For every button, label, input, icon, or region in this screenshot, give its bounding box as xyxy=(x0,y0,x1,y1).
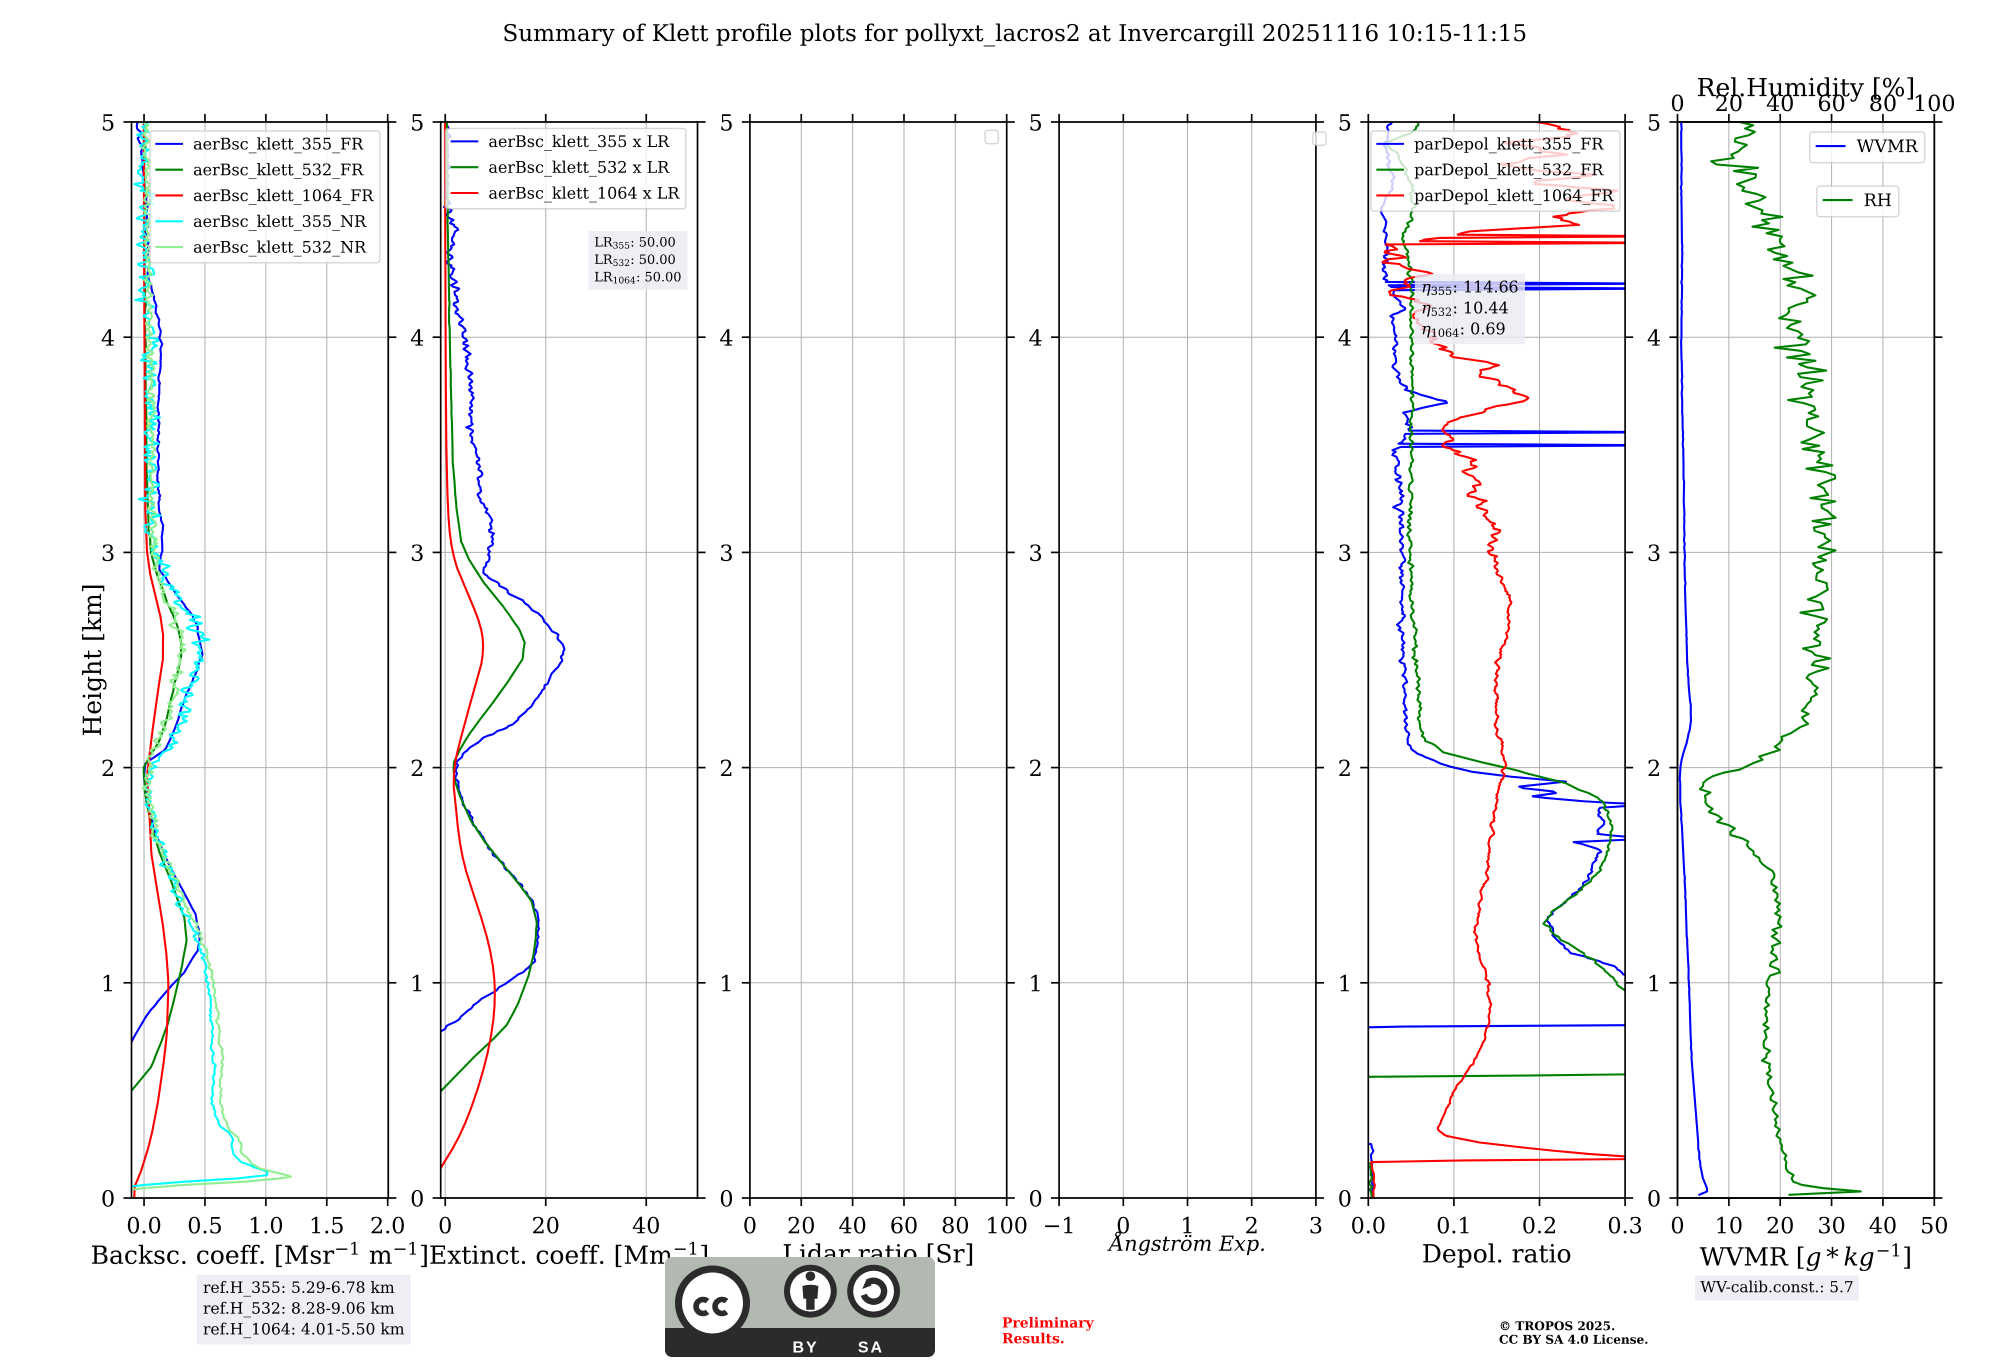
svg-text:SA: SA xyxy=(858,1339,884,1356)
svg-text:BY: BY xyxy=(792,1339,818,1356)
